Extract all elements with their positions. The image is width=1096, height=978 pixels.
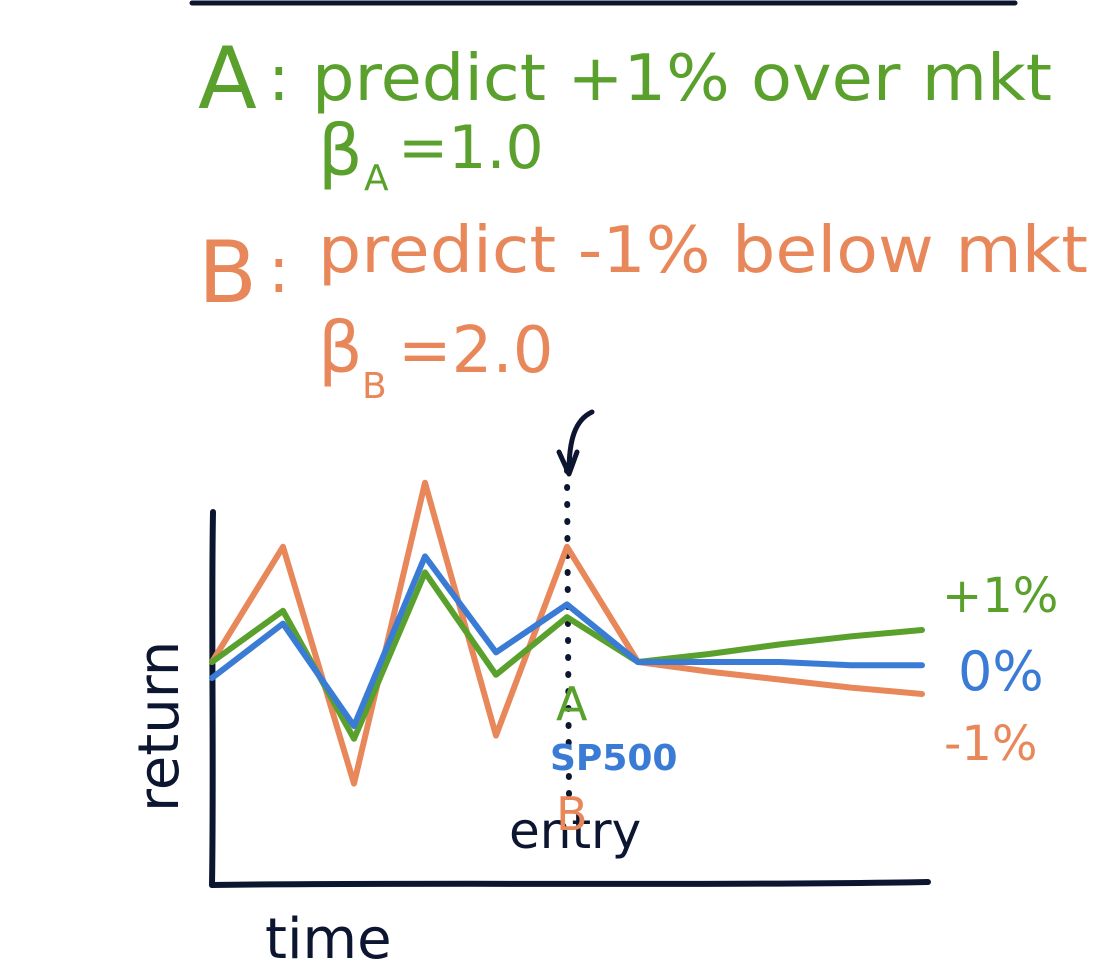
beta-b-subscript: B (362, 366, 387, 407)
end-label-b: -1% (944, 716, 1037, 772)
stock-a-prediction: predict +1% over mkt (312, 42, 1052, 116)
stock-b-label: B (198, 223, 257, 323)
beta-b-value: =2.0 (398, 314, 553, 388)
end-label-sp500: 0% (958, 640, 1044, 703)
stock-a-note: A : predict +1% over mkt β A =1.0 (198, 29, 1052, 199)
stock-a-colon: : (268, 42, 290, 116)
entry-label: entry (509, 802, 641, 860)
stock-b-prediction: predict -1% below mkt (318, 214, 1088, 288)
series-line-sp500 (209, 553, 925, 729)
y-axis (209, 509, 216, 888)
end-label-a: +1% (942, 568, 1058, 624)
entry-arrow-icon (556, 409, 595, 477)
beta-a-symbol: β (318, 110, 363, 192)
beta-a-subscript: A (364, 158, 389, 199)
beta-a-value: =1.0 (398, 113, 544, 183)
stock-b-colon: : (268, 234, 290, 308)
series-line-b (209, 479, 925, 787)
series-label-b: B (556, 787, 588, 841)
stock-b-note: B : predict -1% below mkt β B =2.0 (198, 214, 1088, 407)
return-chart: return time entry A SP500 B +1% 0% -1% (127, 409, 1058, 972)
x-axis (209, 879, 931, 888)
beta-b-symbol: β (318, 307, 363, 389)
x-axis-label: time (265, 907, 392, 972)
stock-a-label: A (198, 29, 257, 129)
series-label-a: A (556, 677, 588, 731)
entry-dotted-line (564, 467, 572, 798)
y-axis-label: return (127, 641, 192, 812)
series-label-sp500: SP500 (550, 738, 677, 779)
